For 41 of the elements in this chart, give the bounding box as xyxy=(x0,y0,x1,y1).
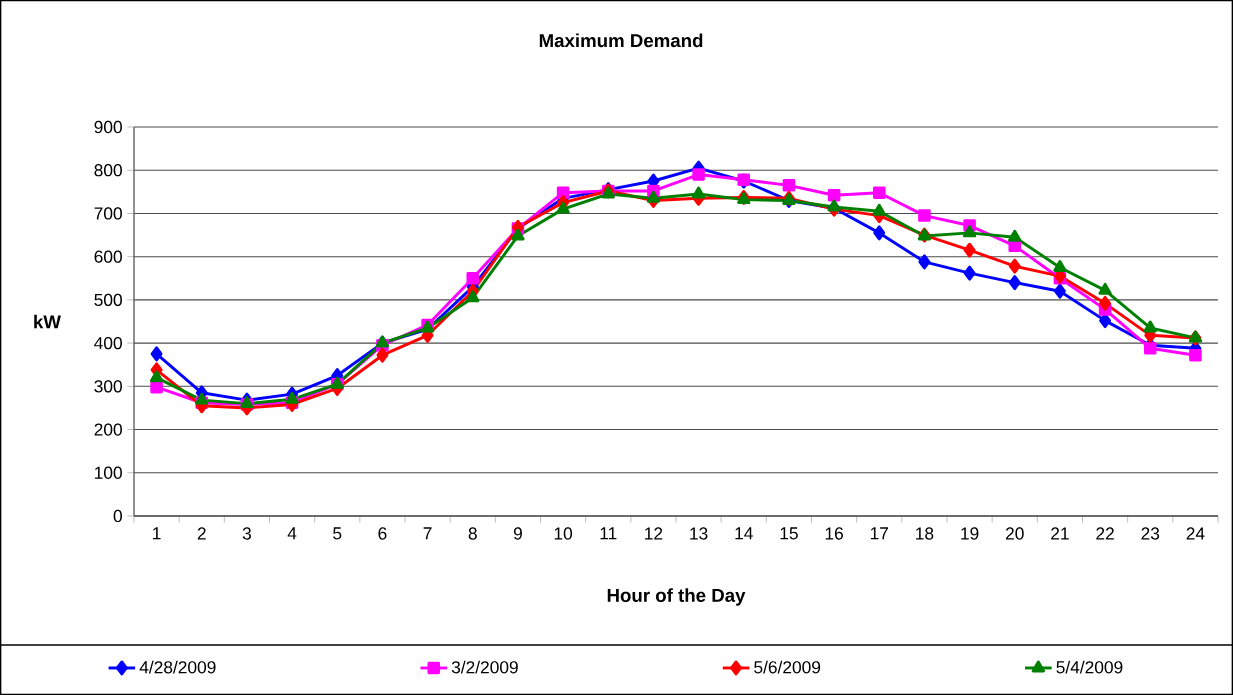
x-tick-label: 1 xyxy=(153,527,161,540)
y-tick-label: 200 xyxy=(94,423,122,436)
y-tick-label: 0 xyxy=(113,509,122,523)
y-axis-title: kW xyxy=(34,314,61,329)
y-tick-label: 400 xyxy=(94,336,122,350)
x-tick-label: 10 xyxy=(554,527,573,540)
x-tick-label: 18 xyxy=(916,527,934,540)
x-axis-title: Hour of the Day xyxy=(607,588,746,606)
y-tick-label: 700 xyxy=(94,207,122,220)
x-tick-label: 17 xyxy=(870,527,889,540)
x-tick-label: 11 xyxy=(600,527,617,540)
y-tick-label: 500 xyxy=(94,293,122,307)
x-tick-label: 22 xyxy=(1096,527,1114,540)
x-tick-label: 8 xyxy=(468,527,477,540)
x-tick-label: 16 xyxy=(825,527,843,540)
x-tick-label: 19 xyxy=(961,527,979,540)
x-tick-label: 5 xyxy=(333,527,342,540)
y-tick-label: 300 xyxy=(94,380,122,393)
chart-title: Maximum Demand xyxy=(539,33,703,48)
y-tick-label: 900 xyxy=(94,120,122,134)
x-tick-label: 2 xyxy=(197,527,206,540)
x-tick-label: 14 xyxy=(735,527,753,540)
y-tick-label: 800 xyxy=(94,164,122,177)
legend-label: 5/4/2009 xyxy=(1056,660,1123,674)
x-tick-label: 3 xyxy=(242,527,251,540)
x-tick-label: 13 xyxy=(690,527,708,540)
x-tick-label: 23 xyxy=(1141,527,1160,540)
x-tick-label: 15 xyxy=(780,527,798,540)
x-tick-label: 12 xyxy=(645,527,663,540)
x-tick-label: 20 xyxy=(1005,527,1024,540)
x-tick-label: 6 xyxy=(378,527,387,540)
x-tick-label: 4 xyxy=(287,527,297,540)
legend-label: 3/2/2009 xyxy=(451,660,518,674)
legend-label: 4/28/2009 xyxy=(139,660,216,674)
y-tick-label: 100 xyxy=(95,466,122,479)
x-tick-label: 21 xyxy=(1051,527,1069,540)
legend-label: 5/6/2009 xyxy=(754,660,821,674)
x-tick-label: 9 xyxy=(513,527,522,540)
y-tick-label: 600 xyxy=(94,250,122,263)
x-tick-label: 7 xyxy=(423,527,432,540)
x-tick-label: 24 xyxy=(1186,527,1205,540)
